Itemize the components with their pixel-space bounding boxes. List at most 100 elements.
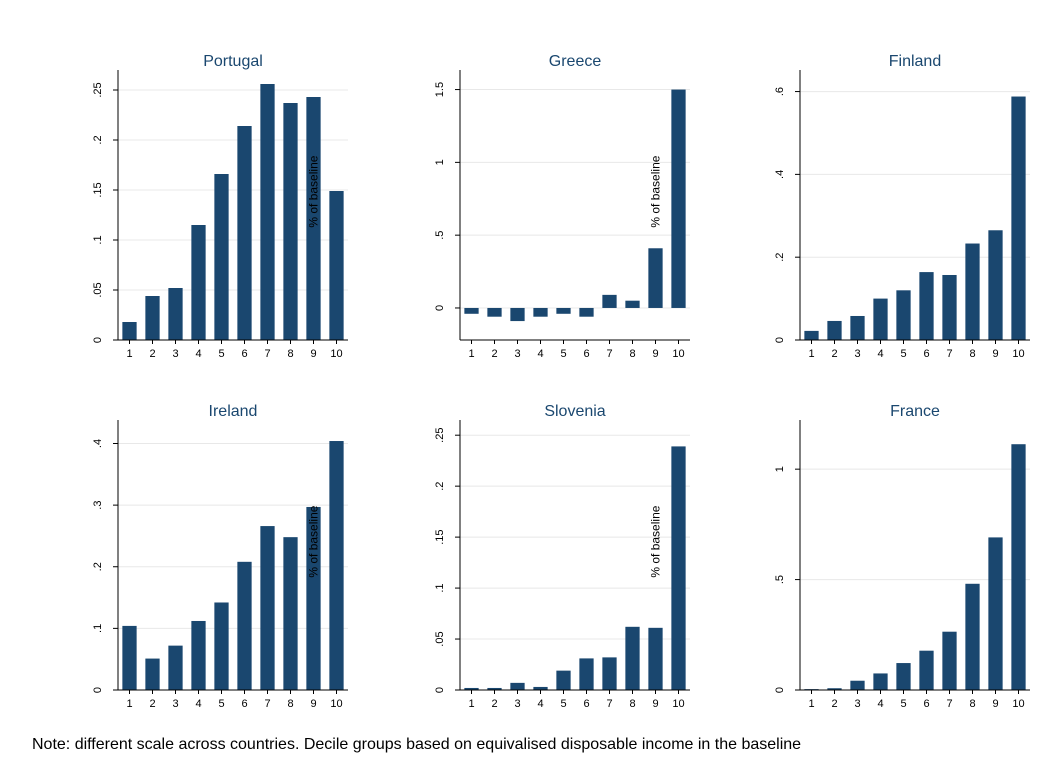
bar-decile-3: [168, 288, 183, 340]
x-tick-label: 1: [468, 698, 474, 710]
bar-decile-5: [556, 670, 571, 690]
x-tick-label: 2: [491, 348, 497, 360]
y-tick-label: .05: [434, 631, 446, 646]
y-tick-label: .4: [774, 170, 786, 179]
x-tick-label: 1: [126, 698, 132, 710]
bar-decile-7: [942, 631, 957, 690]
chart-panel-portugal: Portugal 0 .05 .1 .15 .2 .25 1 2 3 4 5 6 7 8 9 10 % of ba…: [92, 53, 348, 360]
bar-decile-9: [648, 627, 663, 690]
bar-decile-2: [487, 307, 502, 317]
bar-decile-7: [260, 526, 275, 690]
y-tick-label: .25: [92, 82, 104, 97]
bar-decile-6: [919, 650, 934, 690]
y-tick-label: 1.5: [434, 82, 446, 97]
chart-panel-slovenia: Slovenia 0 .05 .1 .15 .2 .25 1 2 3 4 5 6 7 8 9 10 % of ba…: [434, 403, 690, 710]
bar-decile-4: [191, 225, 206, 340]
bar-decile-6: [237, 561, 252, 690]
y-tick-label: .2: [92, 562, 104, 571]
bar-decile-8: [625, 626, 640, 690]
bar-decile-2: [827, 688, 842, 690]
x-tick-label: 6: [923, 698, 929, 710]
x-tick-label: 7: [606, 698, 612, 710]
x-tick-label: 5: [218, 698, 224, 710]
x-tick-label: 6: [923, 348, 929, 360]
x-tick-label: 2: [831, 698, 837, 710]
chart-title: Greece: [549, 53, 602, 70]
chart-title: Slovenia: [544, 403, 605, 420]
y-tick-label: .15: [92, 182, 104, 197]
bar-decile-5: [896, 663, 911, 690]
y-tick-label: .6: [774, 87, 786, 96]
x-tick-label: 10: [1012, 348, 1024, 360]
x-tick-label: 9: [310, 698, 316, 710]
bar-decile-1: [464, 307, 479, 314]
bar-decile-2: [145, 658, 160, 690]
x-tick-label: 4: [195, 348, 201, 360]
x-tick-label: 8: [629, 348, 635, 360]
x-tick-label: 10: [330, 348, 342, 360]
x-tick-label: 3: [514, 698, 520, 710]
x-tick-label: 5: [218, 348, 224, 360]
y-tick-label: .25: [434, 428, 446, 443]
bar-decile-10: [329, 441, 344, 690]
chart-title: Ireland: [209, 403, 258, 420]
bar-decile-8: [965, 583, 980, 690]
x-tick-label: 4: [877, 698, 883, 710]
chart-title: France: [890, 403, 940, 420]
x-tick-label: 2: [491, 698, 497, 710]
bar-decile-3: [168, 645, 183, 690]
bar-decile-9: [988, 537, 1003, 690]
x-tick-label: 9: [992, 348, 998, 360]
bar-decile-10: [671, 89, 686, 308]
x-tick-label: 2: [831, 348, 837, 360]
y-tick-label: .2: [774, 253, 786, 262]
y-axis-label: % of baseline: [307, 155, 321, 227]
x-tick-label: 5: [560, 348, 566, 360]
x-tick-label: 9: [652, 348, 658, 360]
x-tick-label: 3: [854, 348, 860, 360]
x-tick-label: 1: [126, 348, 132, 360]
y-tick-label: .3: [92, 501, 104, 510]
bar-decile-7: [260, 84, 275, 340]
bar-decile-8: [965, 243, 980, 340]
x-tick-label: 2: [149, 698, 155, 710]
chart-panel-france: France 0 .5 1 1 2 3 4 5 6 7 8 9 10: [774, 403, 1030, 710]
y-tick-label: .1: [92, 624, 104, 633]
x-tick-label: 7: [606, 348, 612, 360]
bar-decile-5: [214, 602, 229, 690]
y-tick-label: 1: [434, 159, 446, 165]
bar-decile-10: [329, 191, 344, 340]
y-tick-label: 0: [434, 687, 446, 693]
bar-decile-2: [487, 687, 502, 690]
y-tick-label: 0: [434, 305, 446, 311]
bar-decile-9: [988, 230, 1003, 340]
bar-decile-4: [873, 298, 888, 340]
y-tick-label: 0: [774, 337, 786, 343]
x-tick-label: 5: [900, 698, 906, 710]
bar-decile-9: [306, 506, 321, 690]
bar-decile-5: [214, 174, 229, 340]
bar-decile-4: [533, 307, 548, 317]
bar-decile-7: [602, 657, 617, 690]
bar-decile-6: [919, 272, 934, 340]
chart-title: Portugal: [203, 53, 263, 70]
chart-title: Finland: [889, 53, 941, 70]
y-tick-label: 0: [92, 337, 104, 343]
bar-decile-1: [122, 322, 137, 340]
bar-decile-7: [602, 294, 617, 308]
y-tick-label: .5: [434, 231, 446, 240]
bar-decile-8: [625, 300, 640, 308]
bar-decile-10: [1011, 444, 1026, 690]
x-tick-label: 6: [241, 348, 247, 360]
bar-decile-4: [873, 673, 888, 690]
bar-decile-4: [533, 686, 548, 690]
x-tick-label: 10: [672, 698, 684, 710]
bar-decile-1: [804, 330, 819, 340]
x-tick-label: 8: [969, 698, 975, 710]
x-tick-label: 7: [946, 698, 952, 710]
y-tick-label: .05: [92, 282, 104, 297]
bar-decile-2: [145, 296, 160, 340]
bar-decile-6: [579, 658, 594, 690]
bar-decile-3: [850, 680, 865, 690]
chart-panel-ireland: Ireland 0 .1 .2 .3 .4 1 2 3 4 5 6 7 8 9 10 % of baseline: [92, 403, 348, 710]
